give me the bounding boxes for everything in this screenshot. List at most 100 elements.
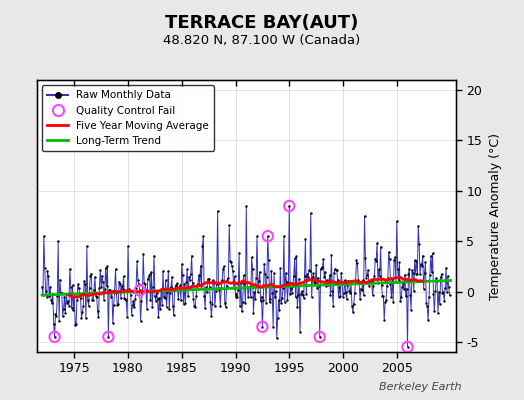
Point	[45, 293, 53, 300]
Point	[168, 274, 176, 280]
Point	[138, 290, 147, 296]
Point	[362, 274, 370, 281]
Point	[345, 288, 354, 294]
Point	[391, 254, 399, 261]
Point	[398, 283, 406, 290]
Point	[166, 290, 174, 296]
Point	[104, 334, 113, 340]
Point	[52, 313, 61, 319]
Point	[171, 282, 180, 289]
Point	[378, 293, 387, 300]
Point	[195, 282, 204, 288]
Point	[174, 296, 182, 302]
Point	[391, 279, 400, 285]
Point	[320, 274, 329, 280]
Point	[325, 272, 334, 278]
Point	[56, 276, 64, 283]
Point	[382, 297, 390, 304]
Point	[90, 287, 98, 293]
Point	[297, 290, 305, 297]
Point	[441, 284, 449, 291]
Point	[444, 273, 452, 279]
Point	[114, 301, 123, 307]
Point	[299, 292, 307, 298]
Point	[281, 299, 289, 305]
Point	[429, 250, 437, 256]
Point	[106, 287, 114, 294]
Point	[200, 292, 209, 299]
Point	[303, 271, 311, 277]
Point	[431, 288, 440, 294]
Point	[50, 334, 59, 340]
Point	[190, 303, 199, 310]
Point	[350, 300, 358, 307]
Point	[184, 293, 192, 300]
Point	[44, 273, 52, 279]
Point	[183, 266, 191, 273]
Point	[165, 306, 173, 313]
Point	[373, 240, 381, 246]
Point	[383, 282, 391, 289]
Point	[224, 275, 233, 281]
Point	[395, 259, 403, 266]
Point	[308, 274, 316, 280]
Point	[402, 285, 411, 292]
Point	[49, 290, 57, 297]
Point	[438, 290, 446, 296]
Point	[330, 270, 339, 276]
Point	[160, 294, 168, 300]
Text: 48.820 N, 87.100 W (Canada): 48.820 N, 87.100 W (Canada)	[163, 34, 361, 47]
Point	[405, 265, 413, 272]
Point	[245, 284, 253, 290]
Point	[348, 309, 357, 316]
Point	[128, 302, 137, 308]
Point	[417, 261, 425, 268]
Point	[93, 294, 101, 300]
Point	[282, 279, 291, 285]
Point	[332, 267, 340, 273]
Point	[342, 289, 350, 295]
Point	[277, 300, 286, 306]
Point	[319, 256, 328, 263]
Point	[198, 283, 206, 290]
Point	[230, 285, 238, 291]
Point	[260, 260, 268, 267]
Point	[401, 293, 410, 300]
Point	[82, 315, 90, 321]
Point	[315, 334, 324, 340]
Point	[231, 293, 239, 300]
Point	[134, 277, 142, 283]
Point	[86, 272, 95, 279]
Point	[176, 282, 184, 288]
Point	[331, 266, 339, 272]
Point	[50, 334, 59, 340]
Point	[367, 278, 376, 285]
Point	[151, 293, 159, 299]
Point	[107, 293, 115, 300]
Point	[289, 283, 297, 290]
Point	[275, 307, 283, 313]
Point	[364, 267, 372, 274]
Point	[179, 272, 187, 278]
Point	[227, 259, 235, 266]
Point	[57, 290, 65, 297]
Point	[285, 203, 293, 209]
Y-axis label: Temperature Anomaly (°C): Temperature Anomaly (°C)	[489, 132, 502, 300]
Point	[117, 295, 125, 301]
Point	[249, 310, 258, 316]
Point	[418, 263, 426, 270]
Point	[326, 291, 335, 298]
Point	[161, 277, 170, 283]
Point	[388, 276, 397, 282]
Point	[284, 280, 292, 286]
Point	[185, 274, 193, 280]
Point	[337, 270, 345, 276]
Point	[142, 286, 150, 293]
Point	[54, 238, 62, 244]
Point	[148, 304, 157, 310]
Point	[136, 287, 144, 294]
Point	[66, 266, 74, 272]
Point	[241, 280, 249, 286]
Point	[232, 291, 241, 298]
Point	[124, 243, 132, 250]
